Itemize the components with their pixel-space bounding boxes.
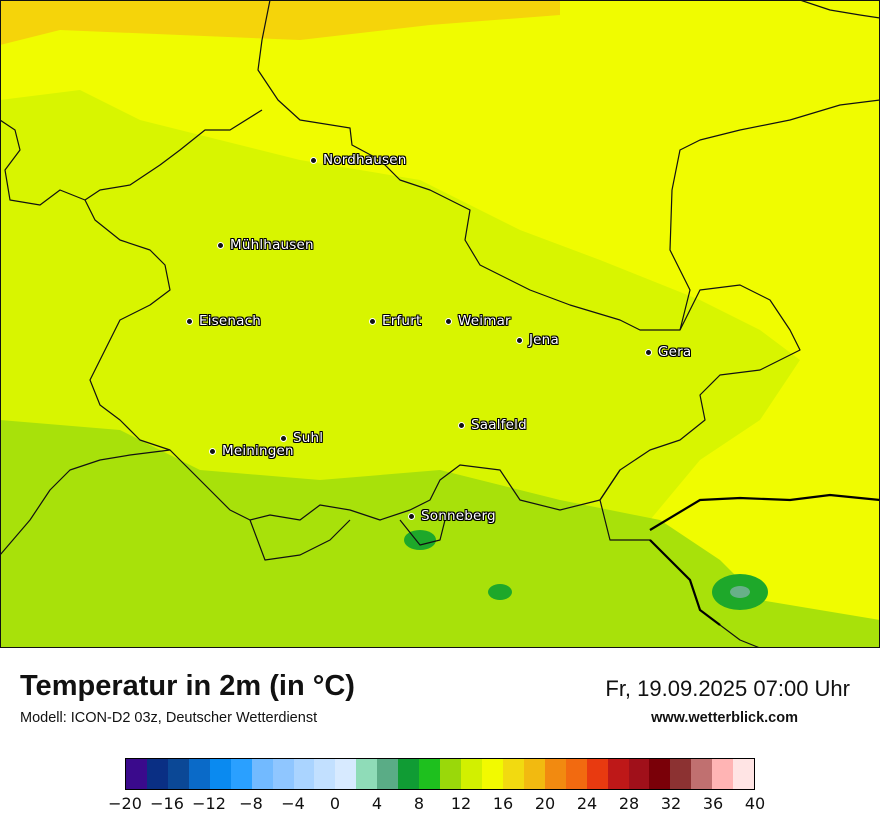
map-title: Temperatur in 2m (in °C) <box>20 670 355 702</box>
colorbar-swatch <box>188 759 210 789</box>
city-marker-icon <box>516 336 523 344</box>
city-marker-icon <box>369 317 376 325</box>
temperature-field <box>0 0 880 648</box>
city-marker-icon <box>458 421 465 429</box>
colorbar-tick-label: 4 <box>371 794 383 813</box>
colorbar-swatch <box>544 759 566 789</box>
colorbar-swatch <box>607 759 629 789</box>
colorbar-tick-label: 12 <box>450 794 472 813</box>
colorbar-swatch <box>628 759 650 789</box>
colorbar-swatch <box>251 759 273 789</box>
city-marker-icon <box>280 434 287 442</box>
city-label: Erfurt <box>382 313 422 329</box>
colorbar-tick-label: 0 <box>329 794 341 813</box>
colorbar-swatch <box>502 759 524 789</box>
model-source: Modell: ICON-D2 03z, Deutscher Wetterdie… <box>20 710 318 726</box>
city-label: Sonneberg <box>421 508 496 524</box>
colorbar-swatch <box>335 759 357 789</box>
city-label: Jena <box>529 332 559 348</box>
colorbar-swatch <box>272 759 294 789</box>
city-weimar: Weimar <box>445 313 511 329</box>
city-label: Suhl <box>293 430 324 446</box>
city-label: Eisenach <box>199 313 262 329</box>
colorbar-tick-label: −20 <box>108 794 142 813</box>
city-marker-icon <box>445 317 452 325</box>
forecast-datetime: Fr, 19.09.2025 07:00 Uhr <box>605 676 850 701</box>
colorbar-swatch <box>649 759 671 789</box>
city-marker-icon <box>209 447 216 455</box>
colorbar-swatch <box>586 759 608 789</box>
city-label: Gera <box>658 344 692 360</box>
colorbar-tick-label: 28 <box>618 794 640 813</box>
temperature-colorbar <box>125 758 755 790</box>
colorbar-swatch <box>523 759 545 789</box>
city-marker-icon <box>645 348 652 356</box>
city-marker-icon <box>408 512 415 520</box>
colorbar-swatch <box>126 759 147 789</box>
city-label: Nordhausen <box>323 152 407 168</box>
city-muehlhausen: Mühlhausen <box>217 237 314 253</box>
city-jena: Jena <box>516 332 559 348</box>
city-meiningen: Meiningen <box>209 443 294 459</box>
city-saalfeld: Saalfeld <box>458 417 527 433</box>
city-label: Mühlhausen <box>230 237 314 253</box>
colorbar-tick-label: 40 <box>744 794 766 813</box>
city-gera: Gera <box>645 344 691 360</box>
colorbar-swatch <box>440 759 461 789</box>
temperature-map[interactable]: Nordhausen Mühlhausen Eisenach Erfurt We… <box>0 0 880 648</box>
colorbar-swatch <box>733 759 755 789</box>
city-marker-icon <box>217 241 224 249</box>
colorbar-swatch <box>461 759 482 789</box>
colorbar-swatch <box>230 759 252 789</box>
colorbar-tick-label: 24 <box>576 794 598 813</box>
city-nordhausen: Nordhausen <box>310 152 407 168</box>
city-label: Weimar <box>458 313 511 329</box>
colorbar-swatch <box>565 759 587 789</box>
colorbar-tick-label: 8 <box>413 794 425 813</box>
city-marker-icon <box>186 317 193 325</box>
colorbar-tick-label: −8 <box>239 794 263 813</box>
colorbar-tick-label: 16 <box>492 794 514 813</box>
city-sonneberg: Sonneberg <box>408 508 496 524</box>
colorbar-swatch <box>691 759 713 789</box>
colorbar-tick-label: 36 <box>702 794 724 813</box>
colorbar-tick-label: 32 <box>660 794 682 813</box>
city-marker-icon <box>310 156 317 164</box>
city-label: Saalfeld <box>471 417 527 433</box>
colorbar-swatch <box>293 759 315 789</box>
colorbar-swatch <box>712 759 734 789</box>
city-suhl: Suhl <box>280 430 323 446</box>
city-erfurt: Erfurt <box>369 313 421 329</box>
city-eisenach: Eisenach <box>186 313 261 329</box>
colorbar-swatch <box>377 759 399 789</box>
colorbar-swatch <box>356 759 378 789</box>
website-link[interactable]: www.wetterblick.com <box>651 710 798 726</box>
colorbar-tick-label: −16 <box>150 794 184 813</box>
colorbar-swatch <box>398 759 420 789</box>
colorbar-swatch <box>670 759 692 789</box>
colorbar-swatch <box>419 759 441 789</box>
colorbar-swatch <box>167 759 189 789</box>
colorbar-tick-label: −12 <box>192 794 226 813</box>
colorbar-swatch <box>209 759 231 789</box>
colorbar-ticks: −20 −16 −12 −8 −4 0 4 8 12 16 20 24 28 32 36 40 <box>108 794 765 818</box>
colorbar-tick-label: 20 <box>534 794 556 813</box>
colorbar-swatch <box>314 759 336 789</box>
colorbar-tick-label: −4 <box>281 794 305 813</box>
city-label: Meiningen <box>222 443 294 459</box>
colorbar-swatch <box>481 759 503 789</box>
colorbar-swatch <box>146 759 168 789</box>
